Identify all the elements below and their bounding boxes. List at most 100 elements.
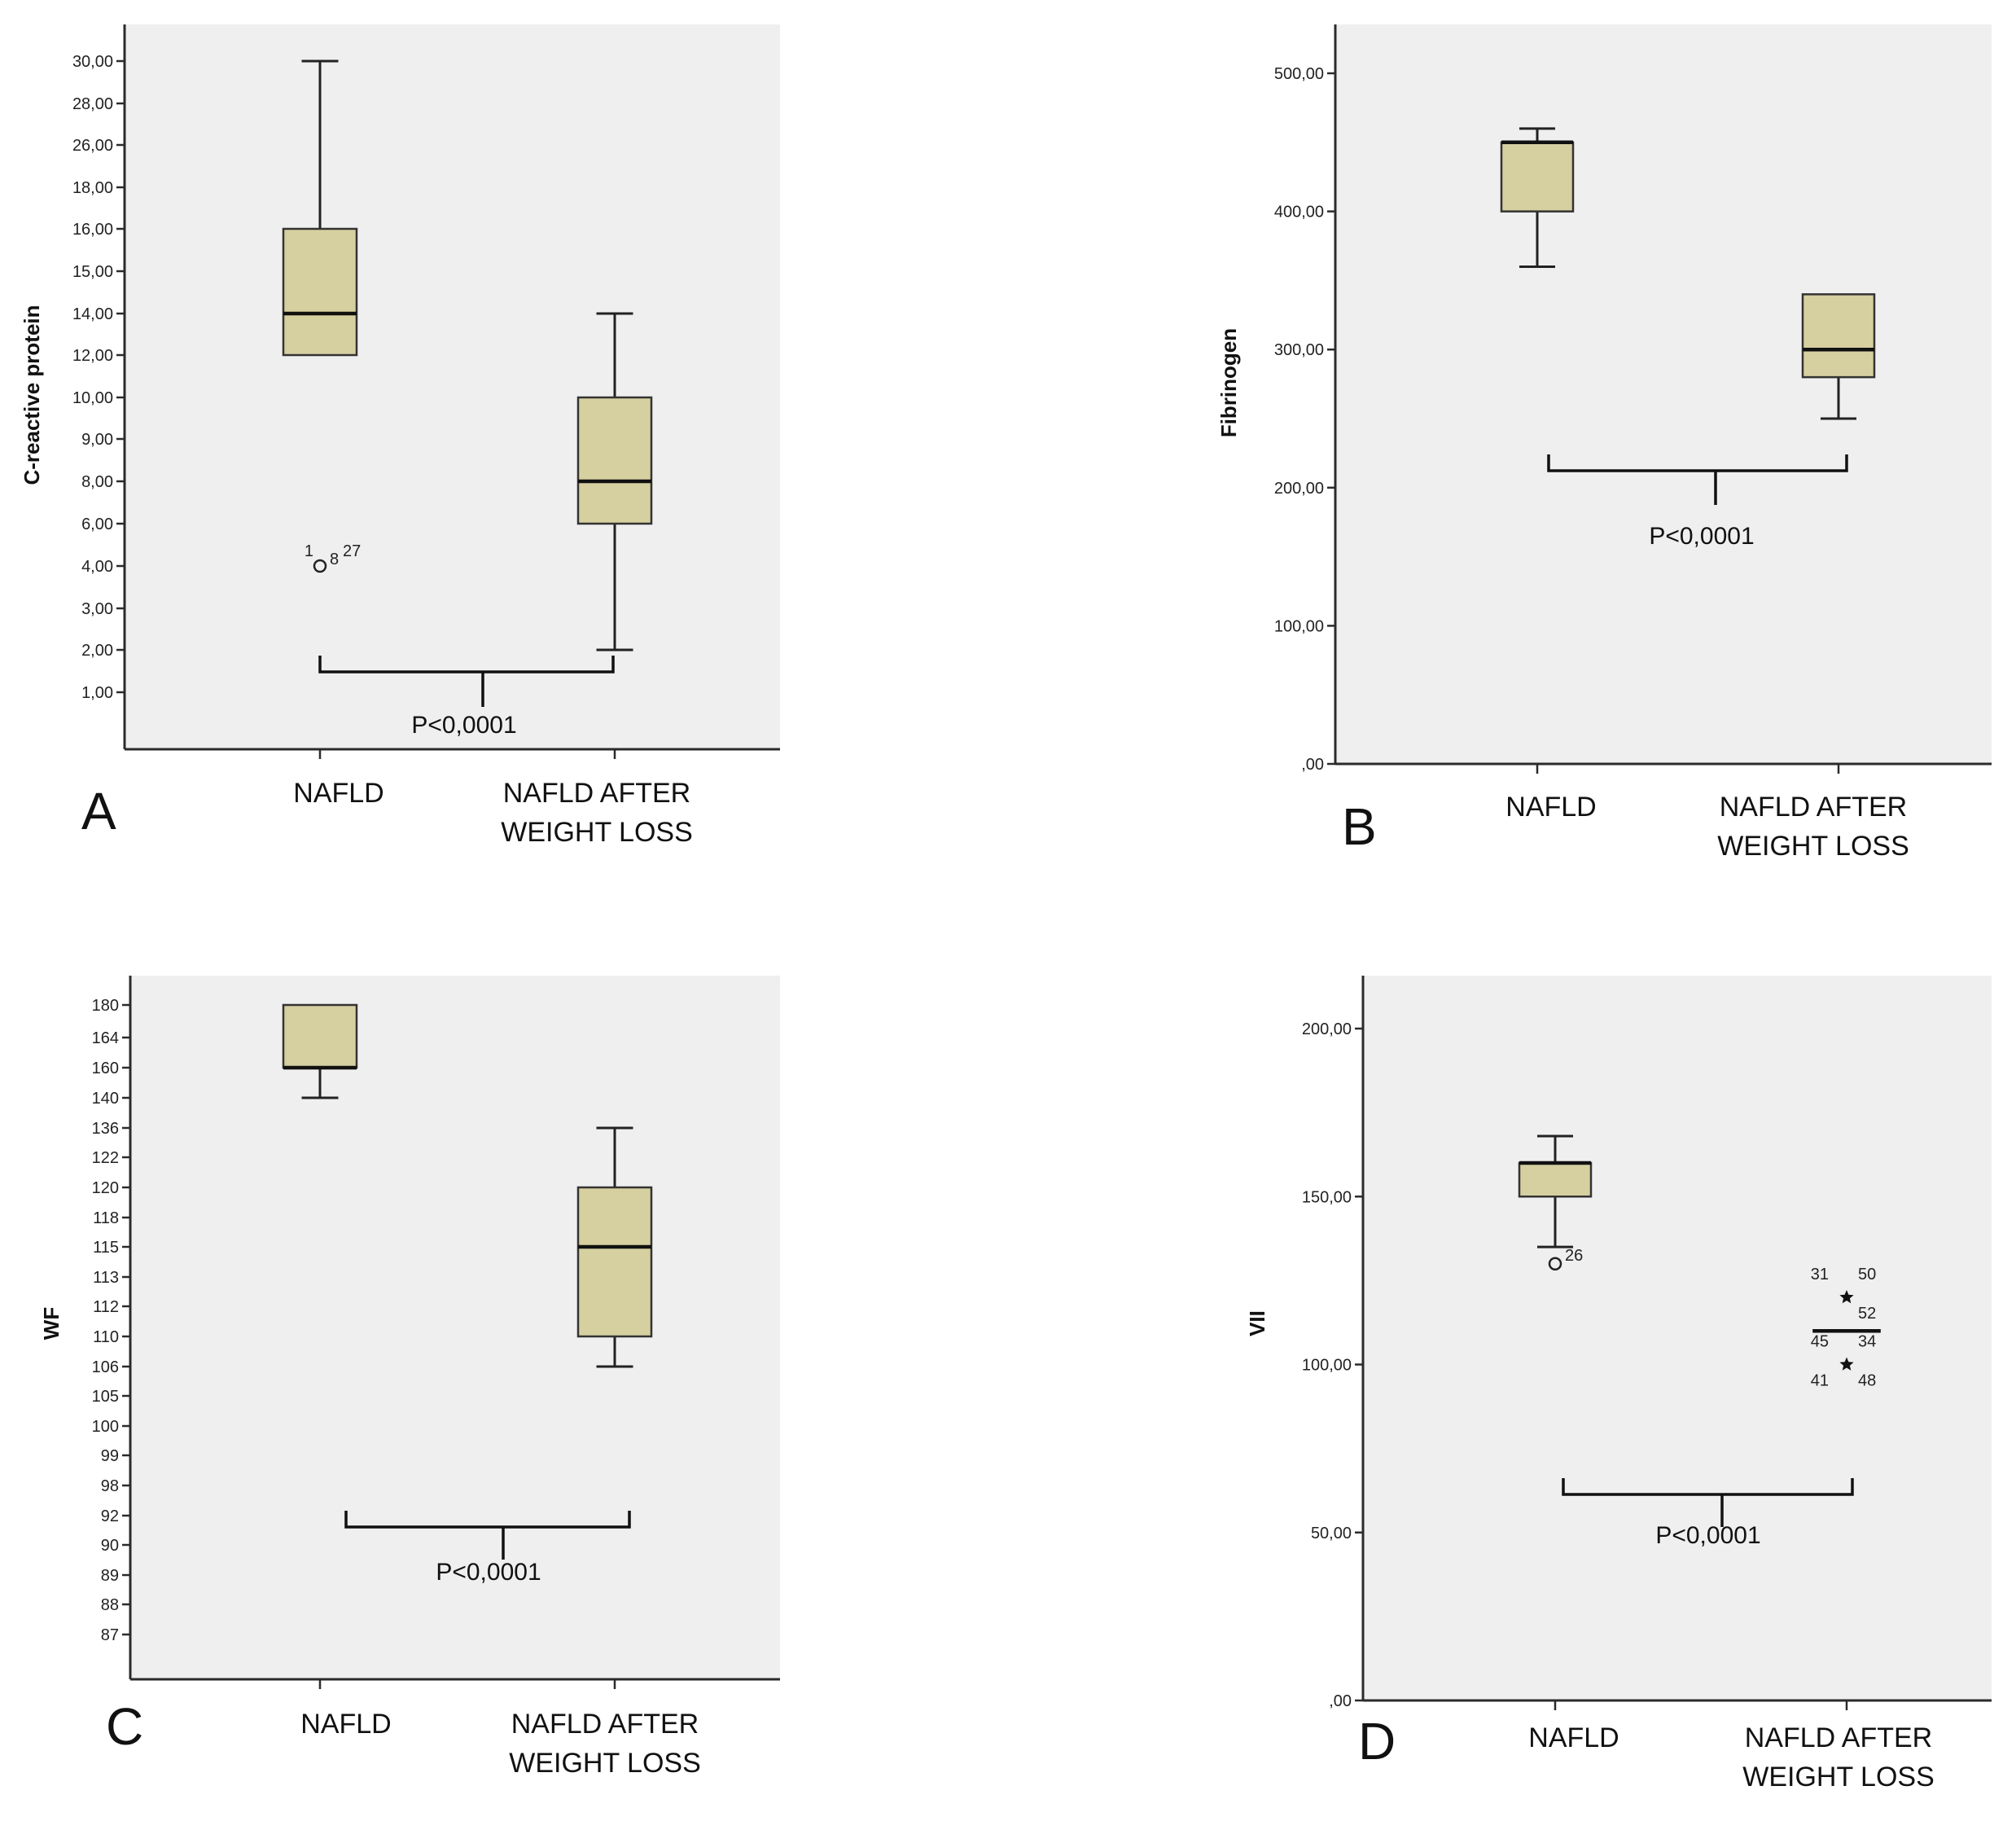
y-tick-label: 200,00: [1274, 480, 1324, 498]
category-label-line: WEIGHT LOSS: [1742, 1762, 1935, 1792]
category-label-after-weight-loss: NAFLD AFTER WEIGHT LOSS: [509, 1709, 701, 1779]
y-tick-label: 6,00: [81, 516, 113, 533]
series-box-nafld: [1500, 127, 1575, 268]
y-tick-label: 88: [101, 1596, 119, 1614]
y-tick-label: 99: [101, 1447, 119, 1465]
plot-area: [1363, 976, 1992, 1700]
outlier-id-label: 52: [1858, 1305, 1876, 1323]
plot-area: [130, 976, 780, 1679]
category-label-line: WEIGHT LOSS: [509, 1748, 701, 1779]
y-tick-label: 90: [101, 1537, 119, 1555]
y-tick-label: 100,00: [1274, 617, 1324, 635]
iqr-box: [576, 396, 653, 525]
category-label-line: WEIGHT LOSS: [1717, 831, 1909, 862]
iqr-box: [1500, 141, 1575, 213]
category-label-after-weight-loss: NAFLD AFTER WEIGHT LOSS: [1717, 792, 1909, 862]
panel-letter: D: [1358, 1712, 1396, 1771]
y-tick-label: 15,00: [72, 263, 113, 281]
category-label-nafld: NAFLD: [300, 1709, 391, 1740]
panel-letter: A: [81, 782, 116, 840]
category-label-after-weight-loss: NAFLD AFTER WEIGHT LOSS: [501, 778, 693, 848]
y-tick-label: 98: [101, 1477, 119, 1495]
y-tick-label: 150,00: [1302, 1188, 1352, 1206]
y-tick-label: 12,00: [72, 347, 113, 365]
y-tick-label: 400,00: [1274, 204, 1324, 222]
y-axis-label: C-reactive protein: [20, 305, 44, 485]
p-value-label: P<0,0001: [436, 1559, 541, 1586]
p-value-label: P<0,0001: [1649, 523, 1754, 550]
y-tick-label: 200,00: [1302, 1020, 1352, 1038]
y-tick-label: 28,00: [72, 95, 113, 113]
outlier-id-label: 41: [1811, 1372, 1829, 1390]
plot-area: [1335, 24, 1992, 764]
outlier-marker: [1548, 1257, 1562, 1270]
y-axis-label: VII: [1245, 1310, 1269, 1336]
significance-brace: [1562, 1478, 1854, 1527]
outlier-id-label: 34: [1858, 1333, 1876, 1351]
series-box-nafld: 26: [1518, 1134, 1593, 1270]
y-tick-label: 10,00: [72, 389, 113, 407]
series-box-after-weight-loss: 31 50 52 45 34 41 48: [1811, 1266, 1881, 1390]
category-label-line: NAFLD AFTER: [1745, 1722, 1932, 1753]
significance-brace: [1547, 454, 1848, 505]
y-tick-label: 18,00: [72, 179, 113, 197]
series-box-nafld: 1 8 27: [282, 59, 361, 573]
y-tick-label: ,00: [1329, 1692, 1352, 1710]
significance-brace: [318, 656, 615, 707]
outlier-id-label: 31: [1811, 1266, 1829, 1283]
panel-letter: B: [1342, 797, 1377, 856]
y-tick-label: 9,00: [81, 431, 113, 449]
y-tick-label: 115: [93, 1239, 119, 1257]
y-tick-label: 140: [92, 1090, 119, 1108]
p-value-label: P<0,0001: [411, 712, 516, 739]
extreme-outlier-marker: [1839, 1357, 1854, 1371]
y-tick-label: 118: [93, 1209, 119, 1227]
category-label-nafld: NAFLD: [293, 778, 383, 809]
y-tick-label: 4,00: [81, 558, 113, 576]
y-tick-label: 30,00: [72, 53, 113, 71]
category-label-line: NAFLD AFTER: [1720, 792, 1907, 823]
outlier-id-label: 27: [343, 542, 361, 560]
y-tick-label: 92: [101, 1507, 119, 1525]
y-tick-label: 160: [92, 1060, 119, 1077]
outlier-marker: [313, 559, 327, 573]
category-label-line: NAFLD AFTER: [511, 1709, 699, 1740]
y-tick-label: 500,00: [1274, 65, 1324, 83]
p-value-label: P<0,0001: [1655, 1522, 1760, 1549]
panel-b: ,00 100,00 200,00 300,00 400,00 500,00 Fibrino…: [1216, 24, 1992, 862]
y-tick-label: 300,00: [1274, 341, 1324, 359]
category-label-line: WEIGHT LOSS: [501, 817, 693, 848]
y-tick-label: 136: [92, 1120, 119, 1138]
y-tick-label: 26,00: [72, 137, 113, 155]
panel-a: 1,00 2,00 3,00 4,00 6,00 8,00 9,00 10,00 12,00 14…: [20, 24, 780, 848]
outlier-id-label: 50: [1858, 1266, 1876, 1283]
y-axis-label: WF: [39, 1307, 64, 1340]
y-tick-label: 105: [92, 1388, 119, 1406]
extreme-outlier-marker: [1839, 1290, 1854, 1304]
y-tick-label: 16,00: [72, 221, 113, 239]
iqr-box: [1518, 1161, 1593, 1198]
y-tick-label: 164: [92, 1029, 119, 1047]
y-tick-label: 113: [93, 1269, 119, 1287]
significance-brace: [344, 1511, 631, 1560]
category-label-after-weight-loss: NAFLD AFTER WEIGHT LOSS: [1742, 1722, 1935, 1792]
y-tick-label: 87: [101, 1626, 119, 1644]
series-box-after-weight-loss: [1801, 293, 1876, 420]
category-label-nafld: NAFLD: [1528, 1722, 1619, 1753]
y-tick-label: 122: [92, 1149, 119, 1167]
y-tick-label: 1,00: [81, 684, 113, 702]
y-tick-label: 14,00: [72, 305, 113, 323]
y-tick-label: 106: [92, 1358, 119, 1376]
outlier-id-label: 1: [305, 542, 313, 560]
y-tick-label: 3,00: [81, 600, 113, 618]
series-box-nafld: [282, 1003, 358, 1099]
series-box-after-weight-loss: [576, 1126, 653, 1368]
y-tick-label: 120: [92, 1179, 119, 1197]
series-box-after-weight-loss: [576, 312, 653, 652]
plot-area: [125, 24, 780, 749]
outlier-id-label: 26: [1565, 1247, 1583, 1265]
iqr-box: [282, 227, 358, 357]
y-tick-label: ,00: [1301, 756, 1324, 774]
